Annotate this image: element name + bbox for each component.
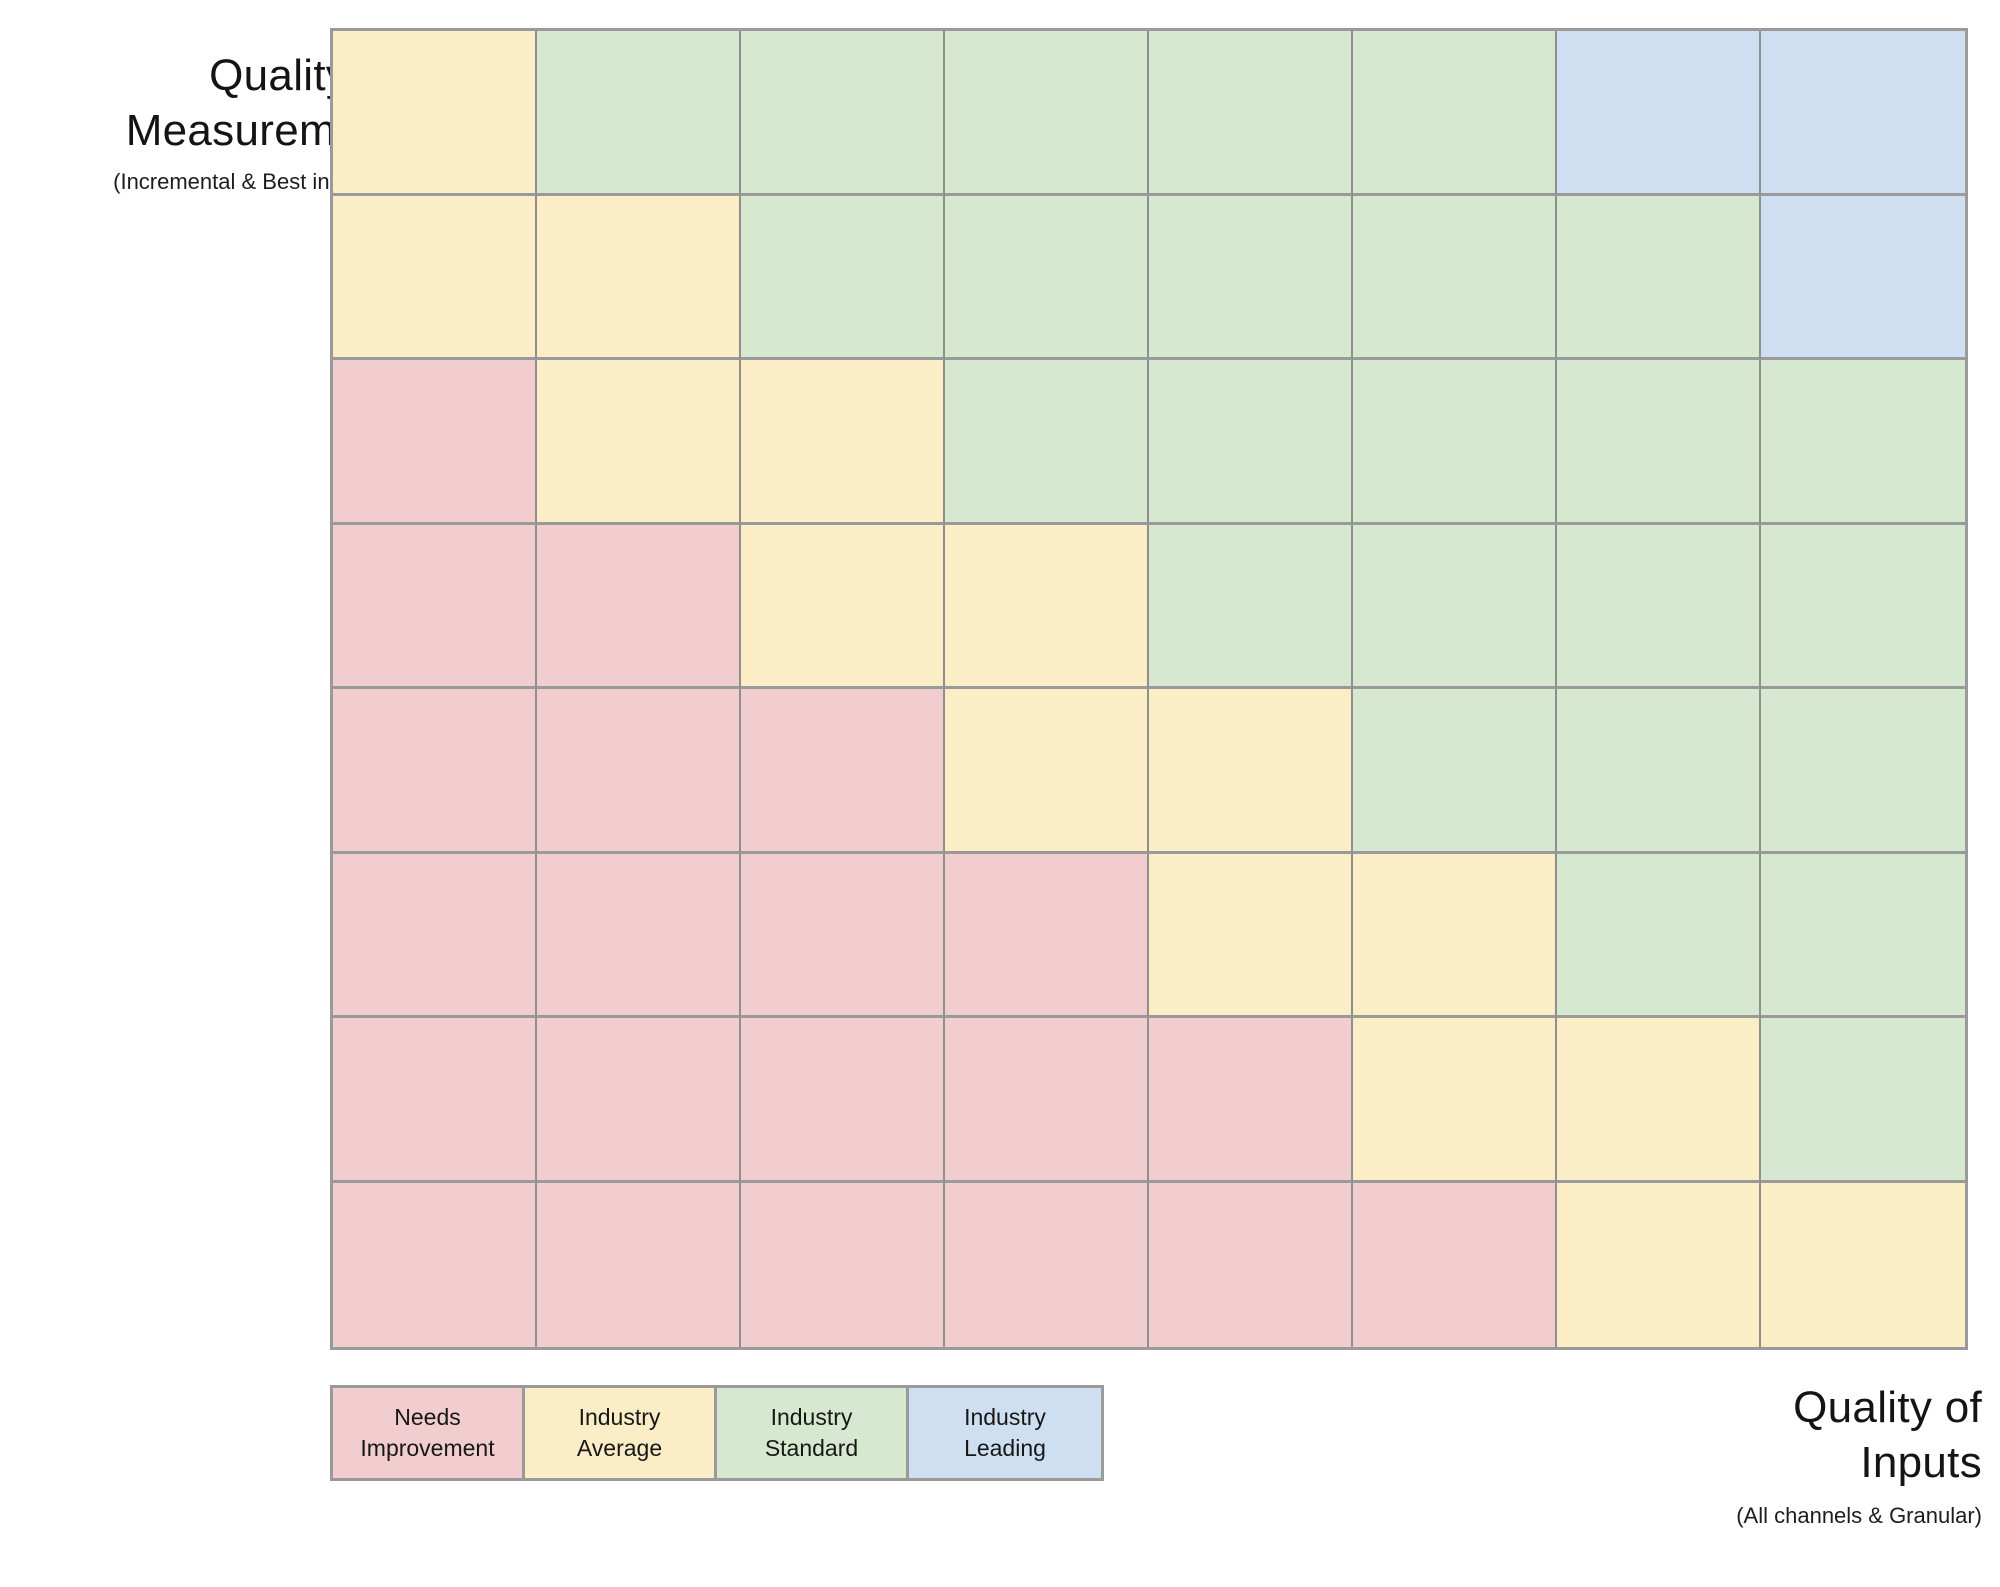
- matrix-cell: [1353, 31, 1557, 196]
- matrix-cell: [537, 853, 741, 1018]
- matrix-cell: [1557, 31, 1761, 196]
- x-axis-title: Quality of Inputs: [1793, 1383, 1982, 1487]
- matrix-cell: [1557, 689, 1761, 854]
- matrix-cell: [1761, 360, 1965, 525]
- matrix-cell: [537, 1018, 741, 1183]
- matrix-cell: [333, 195, 537, 360]
- matrix-cell: [1149, 1182, 1353, 1347]
- matrix-cell: [1761, 524, 1965, 689]
- matrix-cell: [537, 524, 741, 689]
- matrix-cell: [1149, 195, 1353, 360]
- matrix-cell: [333, 31, 537, 196]
- matrix-cell: [945, 1182, 1149, 1347]
- matrix-cell: [741, 524, 945, 689]
- matrix-cell: [1353, 1018, 1557, 1183]
- matrix-cell: [945, 689, 1149, 854]
- legend: Needs Improvement Industry Average Industr…: [330, 1385, 1104, 1481]
- matrix-cell: [537, 689, 741, 854]
- matrix-cell: [1761, 689, 1965, 854]
- matrix-cell: [945, 853, 1149, 1018]
- matrix-cell: [1557, 524, 1761, 689]
- matrix-cell: [741, 195, 945, 360]
- matrix-cell: [1353, 524, 1557, 689]
- matrix-cell: [741, 1182, 945, 1347]
- matrix-cell: [1149, 31, 1353, 196]
- matrix-cell: [1761, 31, 1965, 196]
- matrix-cell: [741, 689, 945, 854]
- matrix-cell: [1149, 1018, 1353, 1183]
- matrix-cell: [1353, 195, 1557, 360]
- matrix-cell: [333, 524, 537, 689]
- matrix-cell: [333, 1182, 537, 1347]
- legend-item-industry_standard: Industry Standard: [717, 1388, 909, 1478]
- matrix-cell: [1353, 689, 1557, 854]
- matrix-cell: [333, 1018, 537, 1183]
- legend-item-needs_improvement: Needs Improvement: [333, 1388, 525, 1478]
- matrix-cell: [1557, 360, 1761, 525]
- matrix-cell: [741, 853, 945, 1018]
- matrix-cell: [537, 1182, 741, 1347]
- matrix-cell: [1761, 195, 1965, 360]
- matrix-cell: [1149, 524, 1353, 689]
- matrix-cell: [537, 31, 741, 196]
- matrix-cell: [1149, 853, 1353, 1018]
- matrix-cell: [1353, 360, 1557, 525]
- matrix-cell: [1149, 689, 1353, 854]
- matrix-cell: [537, 195, 741, 360]
- matrix-cell: [741, 360, 945, 525]
- matrix-cell: [1149, 360, 1353, 525]
- matrix-cell: [1557, 1182, 1761, 1347]
- matrix-cell: [1761, 853, 1965, 1018]
- matrix-cell: [537, 360, 741, 525]
- matrix-cell: [1557, 195, 1761, 360]
- matrix-cell: [1557, 1018, 1761, 1183]
- matrix-cell: [1557, 853, 1761, 1018]
- matrix-cell: [945, 1018, 1149, 1183]
- x-axis-subtitle: (All channels & Granular): [1736, 1503, 1982, 1528]
- matrix-cell: [333, 689, 537, 854]
- legend-item-industry_leading: Industry Leading: [909, 1388, 1101, 1478]
- quality-matrix-grid: [330, 28, 1968, 1350]
- matrix-cell: [945, 195, 1149, 360]
- matrix-cell: [741, 1018, 945, 1183]
- matrix-cell: [1761, 1182, 1965, 1347]
- matrix-cell: [333, 853, 537, 1018]
- matrix-cell: [945, 524, 1149, 689]
- matrix-cell: [741, 31, 945, 196]
- matrix-cell: [945, 360, 1149, 525]
- matrix-cell: [945, 31, 1149, 196]
- matrix-cell: [1353, 853, 1557, 1018]
- matrix-cell: [1353, 1182, 1557, 1347]
- legend-item-industry_average: Industry Average: [525, 1388, 717, 1478]
- matrix-cell: [1761, 1018, 1965, 1183]
- matrix-cell: [333, 360, 537, 525]
- x-axis-label: Quality of Inputs (All channels & Granul…: [1282, 1380, 1982, 1531]
